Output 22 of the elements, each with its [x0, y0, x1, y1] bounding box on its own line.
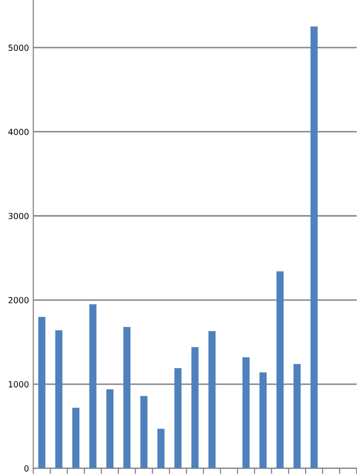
- y-tick-label: 1000: [8, 381, 29, 388]
- bar: [276, 271, 284, 468]
- bar: [89, 304, 96, 468]
- bar: [174, 368, 182, 468]
- bar: [38, 316, 46, 468]
- bar: [191, 347, 199, 468]
- bar: [123, 326, 130, 468]
- bar: [140, 396, 148, 468]
- bar: [259, 372, 267, 468]
- bar: [242, 357, 250, 468]
- bar: [310, 26, 318, 468]
- bar: [106, 389, 114, 468]
- bar: [208, 331, 216, 468]
- y-tick-label: 2000: [8, 297, 29, 304]
- bar: [294, 364, 301, 468]
- y-tick-label: 4000: [8, 128, 29, 136]
- y-tick-label: 5000: [8, 44, 29, 51]
- y-tick-label: 3000: [8, 212, 29, 220]
- bar: [72, 408, 80, 468]
- bar: [55, 330, 62, 468]
- bar: [157, 428, 165, 468]
- y-tick-label: 0: [24, 465, 29, 472]
